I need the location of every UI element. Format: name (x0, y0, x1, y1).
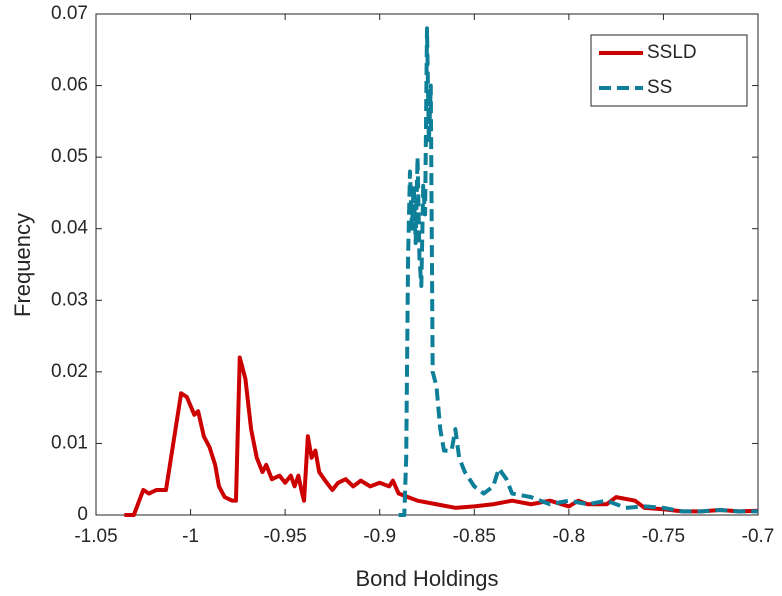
y-tick-label: 0.07 (51, 3, 88, 24)
legend-box (590, 34, 748, 107)
y-tick-label: 0.03 (51, 289, 88, 310)
x-tick-label: -0.95 (263, 526, 306, 547)
x-tick-label: -0.7 (742, 526, 775, 547)
y-axis-label: Frequency (10, 213, 35, 317)
series-line (398, 26, 758, 517)
y-tick-label: 0.05 (51, 146, 88, 167)
y-tick-label: 0.06 (51, 75, 88, 96)
x-axis-label: Bond Holdings (355, 566, 498, 591)
x-tick-label: -0.85 (453, 526, 496, 547)
y-tick-label: 0.01 (51, 432, 88, 453)
y-tick-label: 0.02 (51, 361, 88, 382)
x-tick-label: -0.75 (642, 526, 685, 547)
legend-label: SS (647, 77, 672, 98)
y-tick-label: 0 (77, 504, 88, 525)
x-tick-label: -1.05 (74, 526, 117, 547)
x-tick-label: -0.8 (552, 526, 585, 547)
y-tick-label: 0.04 (51, 218, 88, 239)
legend-label: SSLD (647, 42, 697, 63)
x-tick-label: -1 (182, 526, 199, 547)
x-tick-label: -0.9 (363, 526, 396, 547)
